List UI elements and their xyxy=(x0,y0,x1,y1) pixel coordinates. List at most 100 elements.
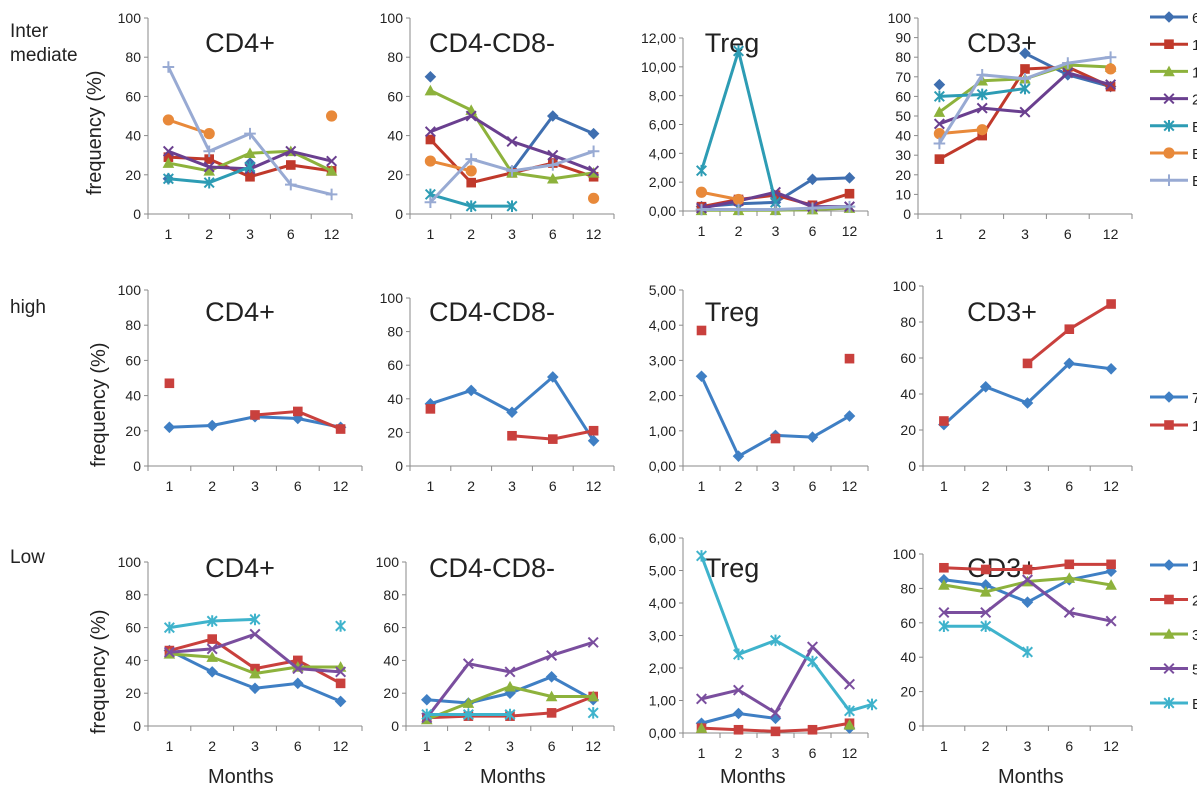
data-point xyxy=(1105,579,1117,590)
series-20 xyxy=(933,67,1117,130)
chart-title: Treg xyxy=(705,297,760,327)
legend-marker xyxy=(1164,594,1174,605)
x-tick-label: 2 xyxy=(208,478,216,494)
data-point xyxy=(206,666,218,678)
y-tick-label: 60 xyxy=(387,357,403,373)
y-tick-label: 20 xyxy=(125,167,141,183)
data-point xyxy=(162,145,174,157)
data-point xyxy=(504,708,516,721)
legend-marker xyxy=(1163,174,1175,186)
data-point xyxy=(203,128,215,140)
data-point xyxy=(844,188,855,199)
x-tick-label: 3 xyxy=(506,738,514,754)
row-label-low: Low xyxy=(10,547,45,568)
y-tick-label: 80 xyxy=(125,317,141,333)
legend-label: B5 xyxy=(1192,696,1197,713)
legend-label: B2 xyxy=(1192,119,1197,136)
y-tick-label: 40 xyxy=(895,128,911,144)
data-point xyxy=(1063,572,1076,583)
y-tick-label: 20 xyxy=(895,167,911,183)
y-tick-label: 60 xyxy=(125,620,141,636)
x-tick-label: 1 xyxy=(165,226,173,242)
data-point xyxy=(326,110,338,122)
data-point xyxy=(466,177,476,188)
data-point xyxy=(733,724,744,735)
data-point xyxy=(244,161,256,173)
series-2 xyxy=(939,559,1116,575)
data-point xyxy=(206,419,218,432)
data-point xyxy=(325,188,338,201)
series-B5 xyxy=(695,550,878,717)
y-tick-label: 4,00 xyxy=(649,595,676,611)
legend-entry: 7 xyxy=(1150,390,1197,407)
data-point xyxy=(695,203,708,216)
data-point xyxy=(588,165,600,177)
data-point xyxy=(843,172,856,184)
data-point xyxy=(203,176,215,189)
y-tick-label: 6,00 xyxy=(649,117,676,133)
y-tick-label: 0 xyxy=(391,718,399,734)
chart-title: CD4-CD8- xyxy=(429,297,555,327)
data-point xyxy=(421,708,433,721)
y-tick-label: 100 xyxy=(893,278,917,294)
data-point xyxy=(547,149,559,161)
x-tick-label: 3 xyxy=(772,745,780,761)
data-point xyxy=(244,127,256,140)
data-point xyxy=(933,78,946,91)
y-tick-label: 40 xyxy=(387,391,403,407)
data-point xyxy=(939,416,949,426)
data-point xyxy=(545,671,558,683)
row-label-high: high xyxy=(10,297,46,318)
data-point xyxy=(587,690,599,702)
data-point xyxy=(335,620,347,632)
data-point xyxy=(732,450,745,462)
series-B8 xyxy=(424,145,600,209)
legend-entry: B2 xyxy=(1150,119,1197,136)
data-point xyxy=(1019,72,1031,85)
y-tick-label: 20 xyxy=(383,685,399,701)
series-B2 xyxy=(162,161,256,189)
y-tick-label: 40 xyxy=(383,652,399,668)
data-point xyxy=(465,384,477,397)
data-point xyxy=(424,126,436,138)
legend-label: 16 xyxy=(1192,37,1197,54)
data-point xyxy=(250,410,260,420)
legend-marker xyxy=(1163,93,1175,105)
y-tick-label: 80 xyxy=(125,587,141,603)
legend-entry: 19 xyxy=(1150,64,1197,81)
series-B7 xyxy=(162,110,338,140)
y-tick-label: 2,00 xyxy=(649,174,676,190)
data-point xyxy=(1104,51,1117,63)
data-point xyxy=(976,88,988,101)
y-tick-label: 0 xyxy=(908,718,916,734)
data-point xyxy=(1064,559,1075,570)
data-point xyxy=(806,431,819,443)
legend-label: 20 xyxy=(1192,92,1197,109)
data-point xyxy=(732,707,745,720)
y-tick-label: 50 xyxy=(895,108,911,124)
legend-label: B8 xyxy=(1192,173,1197,190)
data-point xyxy=(587,707,599,719)
data-point xyxy=(1022,358,1033,369)
series-17 xyxy=(696,325,855,444)
x-tick-label: 1 xyxy=(166,478,174,494)
data-point xyxy=(424,71,437,83)
data-point xyxy=(1105,63,1117,75)
series-B7 xyxy=(424,155,600,204)
series-B5 xyxy=(938,620,1034,658)
y-tick-label: 40 xyxy=(387,128,403,144)
series-3 xyxy=(163,648,347,679)
x-tick-label: 3 xyxy=(246,226,254,242)
data-point xyxy=(334,695,347,708)
x-tick-label: 1 xyxy=(427,226,435,242)
data-point xyxy=(285,145,297,157)
series-7 xyxy=(695,370,856,462)
data-point xyxy=(844,353,855,364)
y-tick-label: 60 xyxy=(125,88,141,104)
y-tick-label: 100 xyxy=(118,554,142,570)
data-point xyxy=(285,178,297,191)
